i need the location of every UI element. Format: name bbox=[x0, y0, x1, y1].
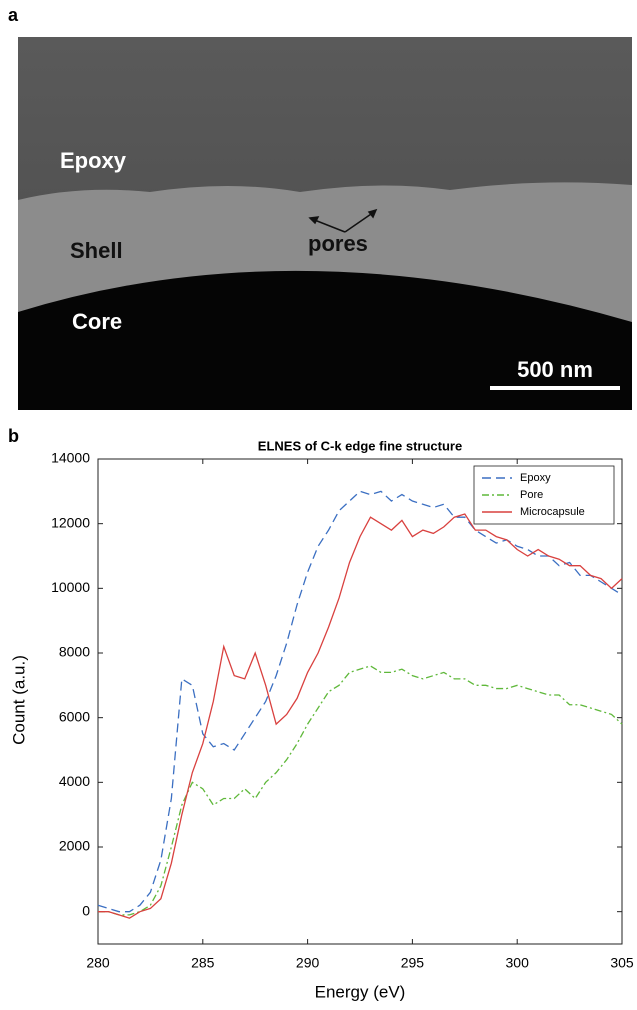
legend-box bbox=[473, 465, 615, 525]
plot-area bbox=[97, 458, 623, 945]
panel-label: b bbox=[8, 426, 19, 446]
micrograph bbox=[18, 37, 632, 410]
y-tick-label: 10000 bbox=[51, 579, 90, 595]
x-tick-label: 300 bbox=[506, 955, 530, 971]
y-tick-label: 0 bbox=[82, 902, 90, 918]
legend-label: Pore bbox=[520, 489, 543, 501]
image-label: pores bbox=[308, 231, 368, 256]
series-line bbox=[98, 513, 623, 919]
x-axis-label: Energy (eV) bbox=[315, 982, 406, 1001]
y-tick-label: 6000 bbox=[59, 708, 90, 724]
y-tick-label: 14000 bbox=[51, 450, 90, 466]
y-tick-label: 12000 bbox=[51, 514, 90, 530]
series-line bbox=[97, 490, 623, 913]
x-tick-label: 295 bbox=[401, 955, 425, 971]
pore-arrows bbox=[308, 208, 378, 233]
scale-bar-label: 500 nm bbox=[517, 357, 593, 382]
x-tick-label: 305 bbox=[610, 955, 634, 971]
y-tick-label: 2000 bbox=[59, 838, 90, 854]
legend-label: Epoxy bbox=[520, 472, 551, 484]
y-tick-label: 4000 bbox=[59, 773, 90, 789]
x-tick-label: 285 bbox=[191, 955, 215, 971]
image-label: Shell bbox=[70, 238, 123, 263]
chart-title: ELNES of C-k edge fine structure bbox=[258, 438, 462, 453]
panel-label: a bbox=[8, 5, 19, 25]
x-tick-label: 290 bbox=[296, 955, 320, 971]
y-axis-label: Count (a.u.) bbox=[9, 655, 28, 745]
series-line bbox=[98, 665, 623, 916]
x-tick-label: 280 bbox=[86, 955, 110, 971]
y-tick-label: 8000 bbox=[59, 644, 90, 660]
legend-label: Microcapsule bbox=[520, 506, 585, 518]
image-label: Core bbox=[72, 309, 122, 334]
image-label: Epoxy bbox=[60, 148, 127, 173]
